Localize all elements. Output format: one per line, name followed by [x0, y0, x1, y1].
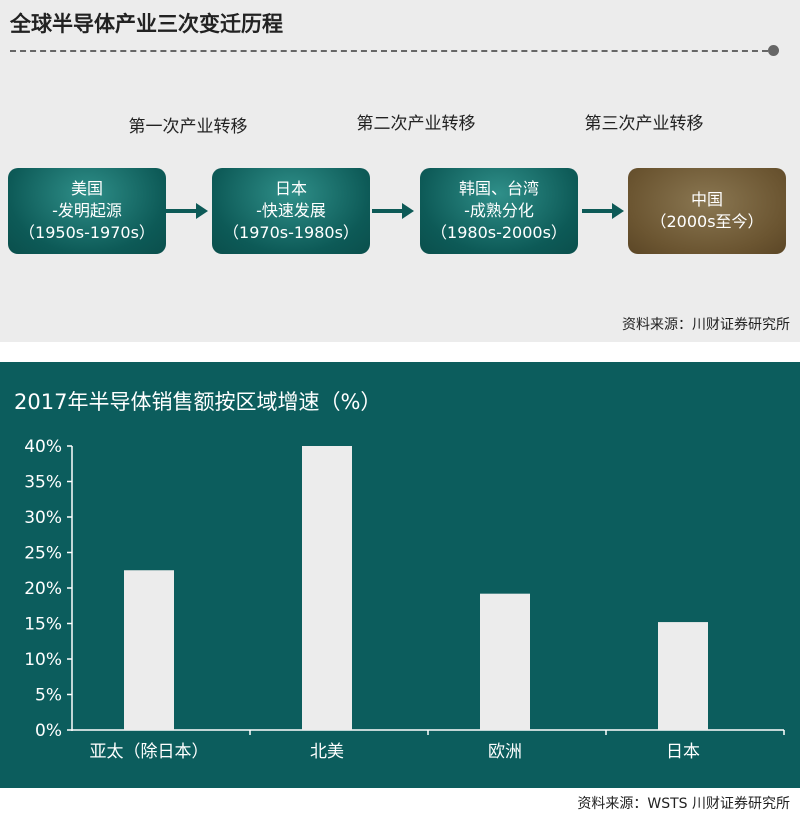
stage-box-line: 日本	[274, 179, 307, 198]
stage-box-line: 中国	[690, 190, 723, 209]
stage-box-line: （2000s至今）	[650, 212, 764, 231]
y-tick-label: 10%	[24, 650, 62, 670]
bar-chart: 0% 5% 10% 15% 20% 25% 30% 35% 40% 亚太（除日本） 北美 欧洲 日本	[24, 437, 785, 762]
stage-box-line: -成熟分化	[464, 201, 534, 220]
stage-box-line: -发明起源	[52, 201, 122, 220]
stage-label-2: 第二次产业转移	[356, 114, 476, 134]
y-tick-label: 5%	[35, 686, 62, 706]
stage-box-japan: 日本 -快速发展 （1970s-1980s）	[212, 168, 370, 254]
stage-box-line: 美国	[70, 179, 103, 198]
x-tick-label: 日本	[666, 742, 700, 762]
stage-box-line: （1970s-1980s）	[223, 223, 359, 242]
x-tick-label: 亚太（除日本）	[90, 742, 209, 762]
stage-box-line: -快速发展	[256, 201, 326, 220]
y-tick-label: 20%	[24, 579, 62, 599]
y-tick-label: 0%	[35, 721, 62, 741]
x-tick-label: 北美	[310, 742, 344, 762]
bar	[658, 622, 708, 730]
arrow-right-icon	[582, 203, 624, 219]
bar	[480, 593, 530, 730]
stage-label-3: 第三次产业转移	[584, 114, 704, 134]
stage-box-line: （1950s-1970s）	[19, 223, 155, 242]
y-tick-label: 40%	[24, 437, 62, 457]
stage-box-korea-taiwan: 韩国、台湾 -成熟分化 （1980s-2000s）	[420, 168, 578, 254]
chart-title: 2017年半导体销售额按区域增速（%）	[14, 390, 382, 414]
bar	[302, 446, 352, 730]
stage-box-china: 中国 （2000s至今）	[628, 168, 786, 254]
arrow-right-icon	[166, 203, 208, 219]
migration-source-note: 资料来源：川财证券研究所	[622, 317, 790, 333]
stage-box-line: 韩国、台湾	[458, 179, 539, 198]
arrow-right-icon	[372, 203, 414, 219]
growth-chart-panel: 2017年半导体销售额按区域增速（%） 0% 5% 10% 15% 20% 25% 30% 3…	[0, 362, 800, 788]
y-tick-label: 30%	[24, 508, 62, 528]
title-divider	[10, 50, 768, 52]
migration-title: 全球半导体产业三次变迁历程	[10, 12, 283, 36]
x-tick-label: 欧洲	[488, 742, 522, 762]
chart-source-note: 资料来源：WSTS 川财证券研究所	[577, 796, 790, 812]
stage-box-usa: 美国 -发明起源 （1950s-1970s）	[8, 168, 166, 254]
divider-end-dot	[768, 45, 779, 56]
migration-panel: 全球半导体产业三次变迁历程 第一次产业转移 第二次产业转移 第三次产业转移 美国…	[0, 0, 800, 342]
y-tick-label: 15%	[24, 615, 62, 635]
y-tick-label: 25%	[24, 544, 62, 564]
y-tick-label: 35%	[24, 473, 62, 493]
bar	[124, 570, 174, 730]
stage-label-1: 第一次产业转移	[128, 117, 248, 137]
stage-box-line: （1980s-2000s）	[431, 223, 567, 242]
